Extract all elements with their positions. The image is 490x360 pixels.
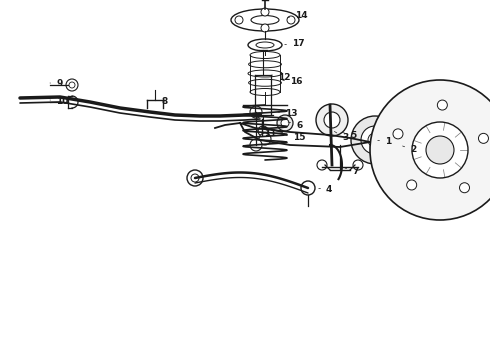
Circle shape bbox=[478, 133, 489, 143]
Text: 7: 7 bbox=[345, 167, 358, 176]
Circle shape bbox=[370, 80, 490, 220]
Circle shape bbox=[250, 106, 262, 118]
Text: 15: 15 bbox=[286, 132, 305, 141]
Text: 17: 17 bbox=[285, 39, 305, 48]
Circle shape bbox=[250, 139, 262, 151]
Circle shape bbox=[407, 180, 416, 190]
Text: 13: 13 bbox=[278, 109, 297, 118]
Circle shape bbox=[301, 181, 315, 195]
Circle shape bbox=[438, 100, 447, 110]
Circle shape bbox=[389, 154, 395, 159]
Circle shape bbox=[390, 135, 410, 155]
Circle shape bbox=[281, 119, 289, 127]
Text: 16: 16 bbox=[283, 77, 302, 86]
Circle shape bbox=[235, 16, 243, 24]
Text: 14: 14 bbox=[288, 12, 308, 21]
Circle shape bbox=[406, 153, 412, 159]
Text: 5: 5 bbox=[343, 130, 356, 139]
Circle shape bbox=[316, 104, 348, 136]
Text: 3: 3 bbox=[334, 131, 348, 143]
Circle shape bbox=[258, 126, 268, 136]
Circle shape bbox=[66, 79, 78, 91]
Circle shape bbox=[187, 170, 203, 186]
Text: 6: 6 bbox=[288, 121, 302, 130]
Circle shape bbox=[353, 160, 363, 170]
Circle shape bbox=[277, 115, 293, 131]
Circle shape bbox=[460, 183, 469, 193]
Circle shape bbox=[287, 16, 295, 24]
Circle shape bbox=[261, 8, 269, 16]
Circle shape bbox=[426, 136, 454, 164]
Text: 1: 1 bbox=[378, 138, 391, 147]
Text: 2: 2 bbox=[403, 145, 416, 154]
Text: 10: 10 bbox=[50, 98, 69, 107]
Text: 8: 8 bbox=[155, 98, 167, 107]
Circle shape bbox=[259, 133, 271, 145]
Circle shape bbox=[261, 24, 269, 32]
Circle shape bbox=[396, 128, 402, 134]
Circle shape bbox=[384, 138, 390, 144]
Circle shape bbox=[393, 129, 403, 139]
Circle shape bbox=[317, 160, 327, 170]
Text: 11: 11 bbox=[257, 130, 276, 139]
Circle shape bbox=[351, 116, 399, 164]
Circle shape bbox=[412, 122, 468, 178]
Circle shape bbox=[410, 137, 416, 143]
Text: 9: 9 bbox=[50, 80, 62, 89]
Text: 12: 12 bbox=[272, 72, 291, 81]
Circle shape bbox=[380, 125, 420, 165]
Circle shape bbox=[324, 112, 340, 128]
Text: 4: 4 bbox=[319, 185, 332, 194]
Circle shape bbox=[361, 126, 389, 154]
